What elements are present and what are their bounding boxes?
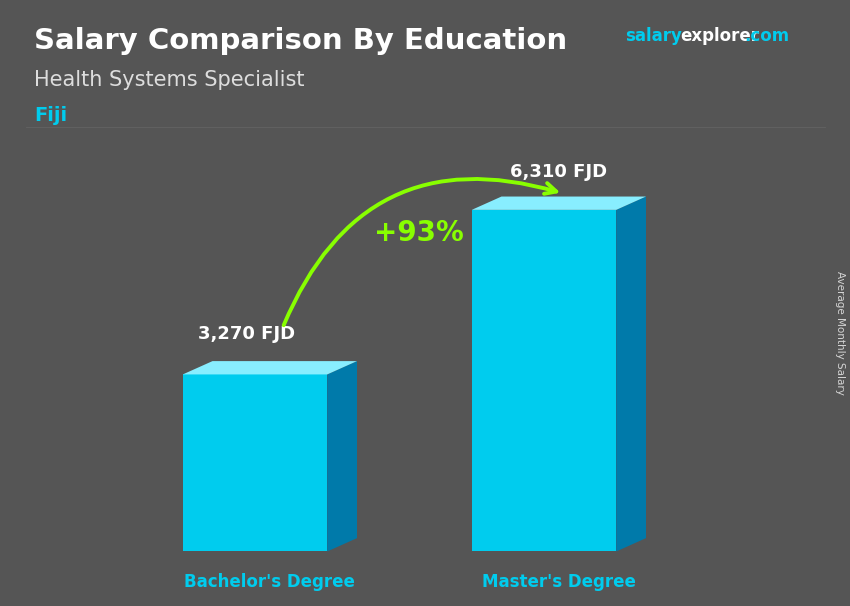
Text: Average Monthly Salary: Average Monthly Salary (835, 271, 845, 395)
Text: +93%: +93% (374, 219, 463, 247)
Polygon shape (472, 196, 646, 210)
Text: 6,310 FJD: 6,310 FJD (510, 164, 608, 181)
Text: explorer: explorer (680, 27, 759, 45)
Text: Health Systems Specialist: Health Systems Specialist (34, 70, 304, 90)
Text: .com: .com (745, 27, 790, 45)
Polygon shape (327, 361, 357, 551)
Polygon shape (472, 210, 616, 551)
Text: 3,270 FJD: 3,270 FJD (198, 325, 295, 343)
Polygon shape (183, 375, 327, 551)
Text: Salary Comparison By Education: Salary Comparison By Education (34, 27, 567, 55)
Text: salary: salary (625, 27, 682, 45)
Text: Fiji: Fiji (34, 106, 67, 125)
Polygon shape (183, 361, 357, 375)
Text: Master's Degree: Master's Degree (482, 573, 636, 591)
Polygon shape (616, 196, 646, 551)
Text: Bachelor's Degree: Bachelor's Degree (184, 573, 355, 591)
FancyArrowPatch shape (284, 179, 556, 325)
